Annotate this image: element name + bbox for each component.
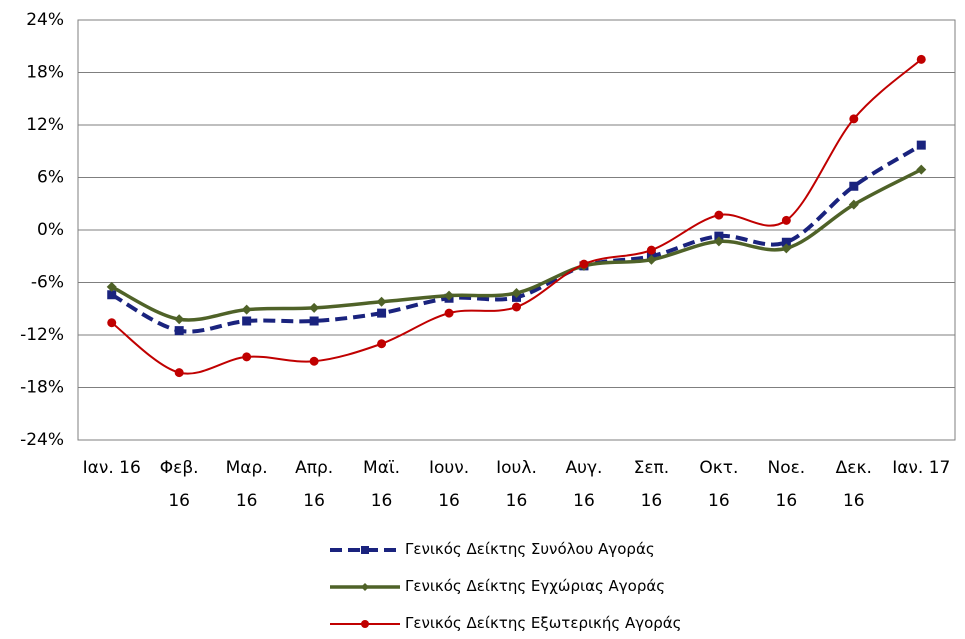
x-tick-label: Μαϊ. 16 <box>363 458 401 511</box>
y-tick-label: 24% <box>26 10 64 30</box>
marker <box>309 356 319 366</box>
marker <box>242 316 252 326</box>
x-tick-label: Ιουν. 16 <box>428 458 470 511</box>
marker <box>241 304 252 315</box>
x-tick-label: Αυγ. 16 <box>565 458 603 511</box>
marker <box>361 583 369 591</box>
x-tick-label: Απρ. 16 <box>295 458 334 511</box>
marker <box>646 245 656 255</box>
marker <box>444 308 454 318</box>
series-line <box>111 58 922 375</box>
x-tick-label: Σεπ. 16 <box>633 458 670 511</box>
y-tick-label: 12% <box>26 115 64 135</box>
x-tick-label: Μαρ. 16 <box>225 458 268 511</box>
marker <box>444 290 455 301</box>
marker <box>646 254 657 265</box>
x-tick-label: Δεκ. 16 <box>835 458 872 511</box>
marker <box>174 326 184 336</box>
x-tick-label: Ιαν. 16 <box>82 458 141 478</box>
marker <box>106 281 117 292</box>
marker <box>781 215 791 225</box>
y-tick-label: -24% <box>20 430 64 450</box>
marker <box>174 368 184 378</box>
marker <box>849 114 859 124</box>
plot-border <box>77 19 956 441</box>
x-tick-label: Ιαν. 17 <box>892 458 951 478</box>
x-tick-label: Νοε. 16 <box>767 458 806 511</box>
y-tick-label: 0% <box>37 220 64 240</box>
marker <box>511 288 522 298</box>
y-tick-label: -6% <box>31 273 64 293</box>
marker <box>174 314 185 325</box>
marker <box>361 620 369 628</box>
marker <box>714 231 724 241</box>
y-tick-label: -12% <box>20 325 64 345</box>
marker <box>579 259 589 269</box>
marker <box>107 318 117 328</box>
marker <box>781 243 792 254</box>
marker <box>849 181 859 191</box>
marker <box>781 237 791 247</box>
marker <box>713 236 724 247</box>
marker <box>916 164 927 175</box>
y-tick-label: -18% <box>20 378 64 398</box>
x-tick-label: Οκτ. 16 <box>699 458 739 511</box>
marker <box>377 308 387 318</box>
marker <box>848 199 859 210</box>
marker <box>361 546 369 554</box>
x-tick-label: Φεβ. 16 <box>159 458 199 511</box>
marker <box>376 296 387 307</box>
legend-label: Γενικός Δείκτης Εξωτερικής Αγοράς <box>405 614 682 632</box>
y-tick-label: 6% <box>37 168 64 188</box>
marker <box>916 54 926 64</box>
marker <box>377 339 387 349</box>
x-tick-label: Ιουλ. 16 <box>496 458 537 511</box>
legend-label: Γενικός Δείκτης Εγχώριας Αγοράς <box>405 577 666 595</box>
marker <box>107 290 117 300</box>
marker <box>714 210 724 220</box>
legend-label: Γενικός Δείκτης Συνόλου Αγοράς <box>405 540 655 558</box>
marker <box>309 302 320 313</box>
marker <box>916 140 926 150</box>
marker <box>512 302 521 312</box>
y-tick-label: 18% <box>26 63 64 83</box>
marker <box>242 352 252 362</box>
marker <box>309 316 319 326</box>
